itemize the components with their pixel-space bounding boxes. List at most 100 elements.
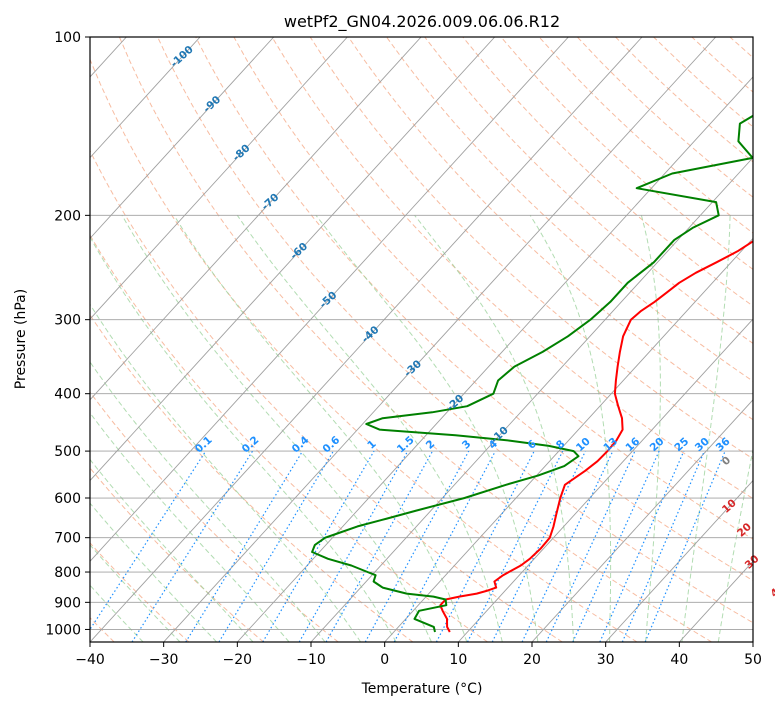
mixing-ratio-line xyxy=(364,450,470,642)
mixing-ratio-line xyxy=(185,450,304,642)
dry-adiabat-line xyxy=(118,37,712,642)
background-lines xyxy=(90,37,753,642)
isotherm-label: -50 xyxy=(317,289,339,311)
dry-adiabat-line xyxy=(576,37,753,198)
isotherm-line xyxy=(90,37,348,320)
moist-adiabat-line xyxy=(529,215,612,642)
y-tick-label: 900 xyxy=(54,595,81,611)
mixing-ratio-line xyxy=(218,450,334,642)
x-tick-label: −20 xyxy=(223,652,253,668)
y-axis: 1000 900 800 700 600 500 400 300 200 100 xyxy=(45,30,90,638)
mixing-ratio-label: 6 xyxy=(525,438,538,452)
dewpoint-profile xyxy=(311,114,753,633)
moist-adiabat-line xyxy=(315,214,539,642)
dry-adiabat-line xyxy=(90,313,414,642)
moist-adiabat-line xyxy=(90,303,362,642)
isotherm-line xyxy=(605,479,753,642)
mixing-ratio-line xyxy=(262,450,375,642)
mixing-ratio-line xyxy=(466,450,564,642)
mixing-ratio-line xyxy=(521,450,614,642)
x-tick-label: 0 xyxy=(380,652,389,668)
zero-isotherm-label: 0 xyxy=(720,454,733,468)
x-axis: −40 −30 −20 −10 0 10 20 30 40 50 xyxy=(75,642,762,668)
isotherm-line xyxy=(237,76,753,642)
moist-adiabat-line xyxy=(173,215,468,642)
y-tick-label: 800 xyxy=(54,565,81,581)
isotherm-label: -90 xyxy=(201,94,223,116)
mixing-ratio-line xyxy=(599,450,685,642)
mixing-ratio-label: 0.1 xyxy=(193,434,215,455)
y-tick-label: 200 xyxy=(54,208,81,224)
chart-title: wetPf2_GN04.2026.009.06.06.R12 xyxy=(284,12,560,32)
y-axis-label: Pressure (hPa) xyxy=(13,289,29,389)
moist-adiabat-line xyxy=(414,214,575,642)
isotherm-line xyxy=(90,37,422,401)
y-tick-label: 300 xyxy=(54,313,81,329)
mixing-ratio-label: 0.2 xyxy=(240,434,262,455)
y-tick-label: 400 xyxy=(54,387,81,403)
mixing-ratio-line xyxy=(545,450,636,642)
mixing-ratio-line xyxy=(644,450,726,642)
dry-adiabat-line xyxy=(157,37,753,624)
moist-adiabat-line xyxy=(236,215,503,642)
isotherm-line xyxy=(310,156,753,642)
moist-adiabat-line xyxy=(90,361,326,642)
mixing-ratio-label: 0.6 xyxy=(320,434,342,455)
dry-adiabat-label: 10 xyxy=(720,497,739,516)
moist-adiabat-line xyxy=(681,215,731,642)
x-tick-label: 30 xyxy=(597,652,615,668)
dry-adiabat-line xyxy=(309,37,753,460)
mixing-ratio-line xyxy=(621,450,705,642)
isotherm-line xyxy=(90,37,569,562)
y-tick-label: 1000 xyxy=(45,622,81,638)
dry-adiabat-line xyxy=(386,37,753,382)
pressure-gridlines xyxy=(90,37,753,630)
isotherm-line xyxy=(90,37,201,159)
moist-adiabat-line xyxy=(90,458,254,642)
y-tick-label: 500 xyxy=(54,444,81,460)
dry-adiabat-label: 40 xyxy=(768,581,775,600)
moist-adiabat-line xyxy=(640,215,661,642)
isotherm-line xyxy=(90,37,643,642)
y-tick-label: 100 xyxy=(54,30,81,46)
moist-adiabat-line xyxy=(90,502,217,642)
moist-adiabat-line xyxy=(121,215,432,642)
x-tick-label: −40 xyxy=(75,652,105,668)
isotherm-label: -70 xyxy=(259,191,281,213)
dry-adiabat-line xyxy=(653,37,753,128)
isotherm-line xyxy=(384,237,753,642)
x-tick-label: 10 xyxy=(449,652,467,668)
mixing-ratio-lines xyxy=(90,450,726,642)
temperature-profile xyxy=(439,240,753,633)
isotherm-label: -60 xyxy=(288,240,310,262)
plot-frame xyxy=(89,36,754,643)
mixing-ratio-line xyxy=(298,450,409,642)
x-tick-label: −30 xyxy=(149,652,179,668)
y-tick-label: 700 xyxy=(54,531,81,547)
isotherm-label: -30 xyxy=(402,358,424,380)
moist-adiabat-line xyxy=(90,584,144,642)
mixing-ratio-line xyxy=(572,450,660,642)
mixing-ratio-line xyxy=(325,450,434,642)
mixing-ratio-label: 1.5 xyxy=(395,434,417,455)
isotherm-label: -80 xyxy=(230,142,252,164)
dry-adiabat-line xyxy=(271,37,753,500)
isotherm-line xyxy=(752,641,753,642)
mixing-ratio-line xyxy=(393,450,496,642)
isotherm-line xyxy=(531,399,753,642)
y-tick-label: 600 xyxy=(54,491,81,507)
mixing-ratio-line xyxy=(131,450,254,642)
dry-adiabat-line xyxy=(424,37,753,344)
x-tick-label: 50 xyxy=(744,652,762,668)
dry-adiabat-label: 30 xyxy=(743,553,762,572)
x-axis-label: Temperature (°C) xyxy=(361,681,483,697)
mixing-ratio-label: 3 xyxy=(460,438,473,452)
isotherm-line xyxy=(458,318,753,642)
isotherm-label: -40 xyxy=(359,324,381,346)
profile-lines xyxy=(311,114,753,633)
mixing-ratio-label: 0.4 xyxy=(290,434,312,455)
dry-adiabat-line xyxy=(90,58,638,642)
isotherm-line xyxy=(90,37,496,482)
mixing-ratio-label: 2 xyxy=(424,438,437,452)
dry-adiabat-line xyxy=(462,37,753,307)
